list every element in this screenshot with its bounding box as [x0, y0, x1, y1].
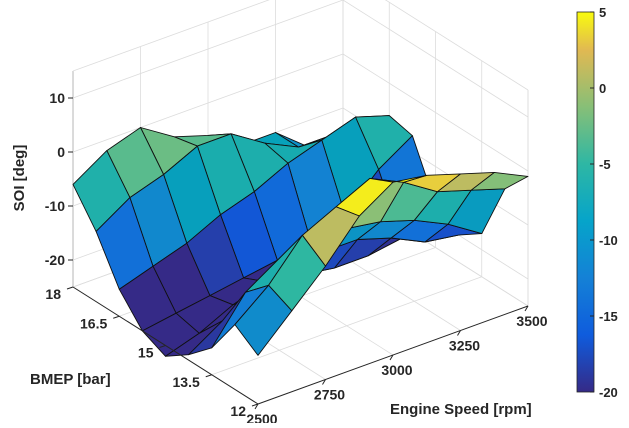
surface-patch	[234, 284, 293, 356]
x-tick-mark	[389, 354, 394, 361]
x-tick-mark	[254, 403, 259, 410]
colorbar-tick-label: -15	[599, 309, 618, 324]
y-tick-mark	[205, 374, 212, 378]
y-tick-mark	[66, 286, 74, 290]
x-tick-label: 2500	[246, 411, 277, 423]
y-tick-mark	[159, 345, 166, 348]
side-wall-grid-line	[342, 0, 529, 118]
back-wall-grid-line	[72, 0, 344, 99]
x-tick-mark	[524, 305, 529, 312]
y-tick-label: 13.5	[173, 374, 200, 390]
x-axis-label: Engine Speed [rpm]	[390, 401, 532, 418]
x-tick-label: 3250	[449, 338, 480, 354]
z-axis-label: SOI [deg]	[11, 145, 28, 212]
x-tick-label: 3500	[516, 313, 547, 329]
z-tick-label: -10	[45, 198, 65, 214]
y-tick-label: 12	[230, 403, 246, 419]
colorbar-tick-label: 0	[599, 81, 606, 96]
back-wall-grid-line	[72, 53, 344, 153]
y-tick-mark	[113, 315, 120, 319]
side-wall-grid-line	[342, 53, 529, 172]
colorbar-tick-label: 5	[599, 5, 606, 20]
y-axis-label: BMEP [bar]	[30, 371, 111, 388]
colorbar	[576, 11, 595, 393]
y-tick-label: 15	[138, 345, 154, 361]
x-tick-mark	[457, 330, 461, 336]
floor-grid-line	[211, 276, 482, 376]
colorbar-tick-label: -10	[599, 233, 618, 248]
z-tick-label: -20	[45, 252, 65, 268]
x-tick-mark	[322, 379, 326, 385]
y-tick-mark	[251, 403, 259, 407]
z-tick-label: 10	[49, 90, 65, 106]
x-tick-label: 2750	[314, 387, 345, 403]
z-tick-label: 0	[57, 144, 65, 160]
colorbar-tick-label: -20	[599, 385, 618, 400]
y-tick-label: 16.5	[80, 315, 107, 331]
y-tick-label: 18	[45, 286, 61, 302]
colorbar-tick-label: -5	[599, 157, 611, 172]
x-tick-label: 3000	[381, 362, 412, 378]
